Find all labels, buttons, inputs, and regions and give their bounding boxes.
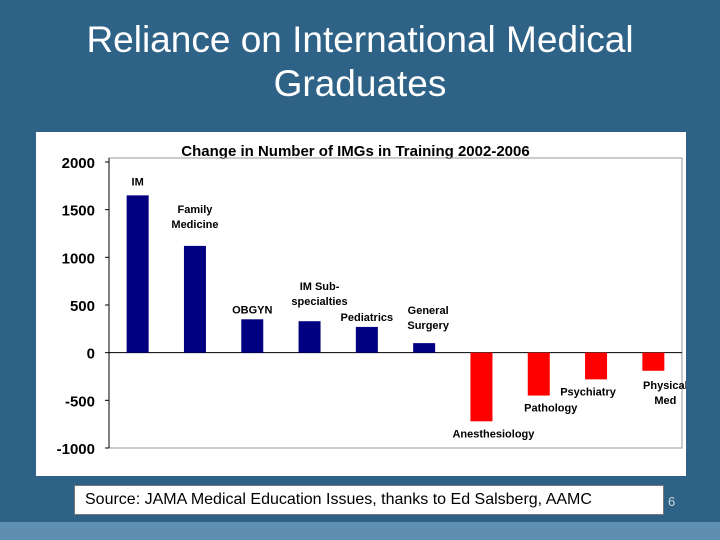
bar-label-2: OBGYN [232, 304, 272, 316]
bar-label-7: Pathology [524, 403, 578, 415]
page-number: 6 [668, 494, 676, 509]
bar-0 [126, 195, 149, 353]
y-tick-label: 500 [70, 298, 95, 315]
chart-title: Change in Number of IMGs in Training 200… [181, 143, 529, 160]
slide-title: Reliance on International Medical Gradua… [0, 18, 720, 106]
bar-label-1-line-1: Medicine [171, 219, 218, 231]
bar-label-6: Anesthesiology [452, 428, 535, 440]
bar-9 [642, 352, 665, 371]
bar-label-5-line-0: General [408, 305, 449, 317]
source-citation: Source: JAMA Medical Education Issues, t… [74, 485, 664, 515]
bar-1 [183, 245, 206, 353]
bar-label-1-line-0: Family [178, 204, 214, 216]
bar-label-9-line-1: Med [654, 395, 676, 407]
bar-label-4: Pediatrics [341, 312, 394, 324]
chart-panel: Change in Number of IMGs in Training 200… [36, 132, 686, 476]
y-tick-label: 0 [87, 346, 95, 363]
bar-label-3-line-0: IM Sub- [300, 281, 340, 293]
y-tick-label: -1000 [57, 441, 95, 458]
bar-4 [355, 326, 378, 353]
bar-8 [585, 352, 608, 380]
y-tick-label: 1000 [62, 250, 95, 267]
bar-2 [241, 319, 264, 353]
bottom-band [0, 522, 720, 540]
bar-6 [470, 352, 493, 422]
bar-5 [413, 343, 436, 353]
slide-title-line-1: Reliance on International Medical [86, 19, 634, 60]
bar-label-8: Psychiatry [560, 386, 617, 398]
y-tick-label: -500 [65, 393, 95, 410]
bar-7 [527, 352, 550, 396]
bar-3 [298, 321, 321, 353]
bar-label-5-line-1: Surgery [407, 320, 449, 332]
bar-chart: Change in Number of IMGs in Training 200… [57, 143, 686, 458]
bar-label-0: IM [132, 176, 144, 188]
bar-label-3-line-1: specialties [291, 296, 347, 308]
bar-label-9-line-0: Physical [643, 380, 686, 392]
slide-title-line-2: Graduates [273, 63, 447, 104]
y-tick-label: 2000 [62, 155, 95, 172]
y-tick-label: 1500 [62, 203, 95, 220]
